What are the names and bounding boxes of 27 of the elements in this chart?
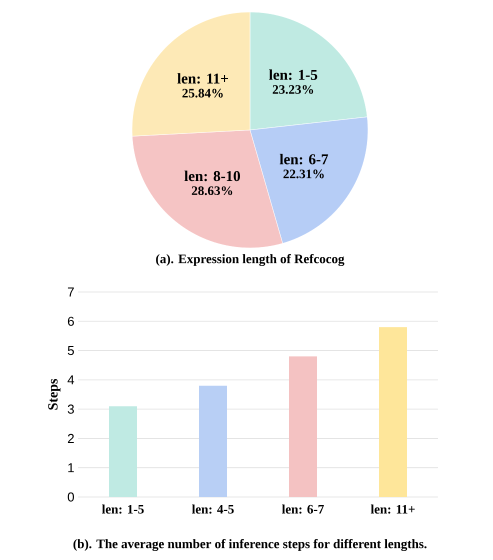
bar [288, 356, 317, 497]
y-tick-label: 7 [68, 288, 74, 296]
y-tick-label: 0 [68, 492, 74, 502]
x-tick-label: len: 1-5 [102, 504, 144, 514]
y-tick-label: 6 [68, 316, 74, 326]
data-label: 28.63% [192, 186, 232, 196]
y-tick-label: 5 [68, 346, 74, 356]
text: (b). The average number of inference steps for different lengths. [73, 538, 427, 551]
slice-label: len: 1-5 [269, 69, 318, 80]
x-tick-label: len: 4-5 [192, 504, 234, 514]
slice-label: len: 8-10 [184, 170, 240, 182]
x-tick-label: len: 6-7 [282, 504, 324, 514]
y-tick-label: 4 [68, 375, 74, 384]
bar [109, 406, 137, 497]
x-tick-label: len: 11+ [370, 504, 415, 514]
data-label: 23.23% [272, 85, 314, 94]
slice-label: len: 11+ [177, 73, 228, 84]
bar [199, 386, 227, 497]
data-label: 22.31% [283, 170, 324, 178]
data-label: 25.84% [182, 88, 223, 98]
text: (a). Expression length of Refcocog [156, 254, 344, 266]
y-tick-label: 1 [68, 463, 74, 472]
slice-label: len: 6-7 [280, 154, 328, 164]
bar [378, 327, 407, 497]
y-tick-label: 3 [68, 404, 74, 414]
y-axis-title: Steps [48, 378, 60, 410]
y-tick-label: 2 [68, 434, 74, 443]
